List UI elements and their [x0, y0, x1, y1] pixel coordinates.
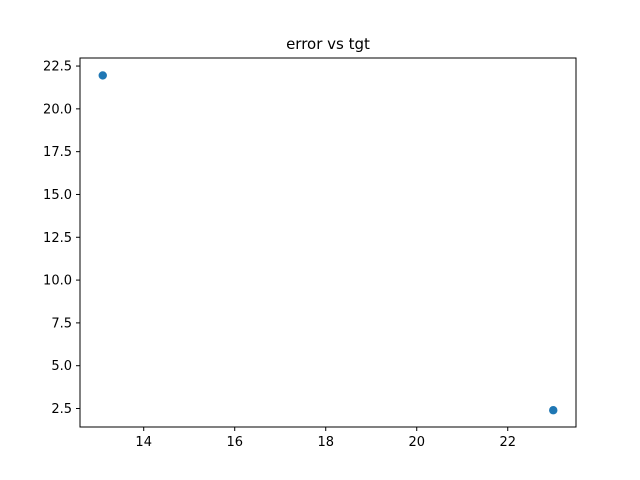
- data-point: [549, 406, 558, 415]
- plot-frame: [79, 57, 577, 428]
- data-point: [98, 71, 107, 80]
- x-tick-label: 16: [226, 435, 243, 450]
- chart-title: error vs tgt: [286, 35, 370, 53]
- y-tick-label: 2.5: [51, 402, 72, 417]
- x-tick-label: 22: [499, 435, 516, 450]
- y-tick-label: 7.5: [51, 316, 72, 331]
- y-tick-label: 20.0: [43, 102, 72, 117]
- y-tick-label: 17.5: [43, 145, 72, 160]
- y-tick-label: 10.0: [43, 274, 72, 289]
- plot-axes: 14 16 18 20 22 2.5 5.0 7.5 10.0 12.5 15.0 17.5 20.0 2…: [43, 57, 577, 450]
- x-tick-label: 14: [135, 435, 152, 450]
- x-tick-label: 18: [317, 435, 334, 450]
- x-tick-label: 20: [408, 435, 425, 450]
- y-tick-label: 22.5: [43, 60, 72, 75]
- y-tick-label: 5.0: [51, 359, 72, 374]
- y-tick-label: 12.5: [43, 231, 72, 246]
- y-tick-label: 15.0: [43, 188, 72, 203]
